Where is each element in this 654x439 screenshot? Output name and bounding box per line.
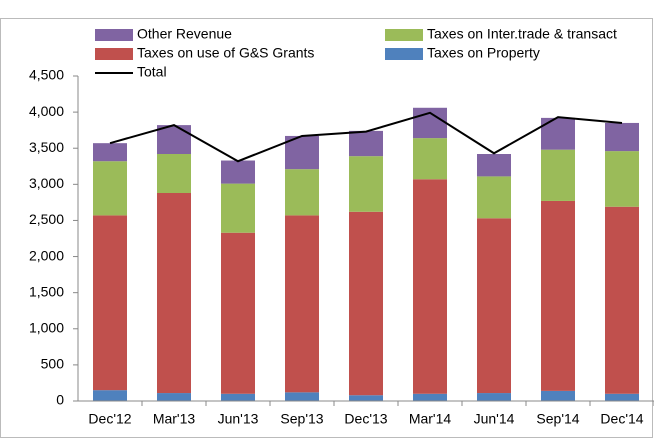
bar <box>413 138 447 180</box>
x-tick-label: Dec'12 <box>88 411 131 427</box>
y-tick-label: 4,500 <box>29 67 64 83</box>
legend-swatch <box>385 29 423 41</box>
bar <box>605 151 639 207</box>
bar <box>605 122 639 152</box>
bar <box>541 200 575 391</box>
legend-label: Total <box>137 64 167 80</box>
bar <box>221 393 255 401</box>
legend-label: Taxes on use of G&S Grants <box>137 45 314 61</box>
y-tick-label: 2,500 <box>29 211 64 227</box>
bar <box>349 156 383 212</box>
legend-swatch <box>95 29 133 41</box>
bar <box>93 143 127 162</box>
bar <box>413 179 447 394</box>
bar <box>477 218 511 394</box>
bar <box>605 206 639 394</box>
legend-swatch <box>95 48 133 60</box>
bar <box>285 215 319 393</box>
y-tick-label: 1,000 <box>29 319 64 335</box>
legend-label: Other Revenue <box>137 26 232 42</box>
bar <box>157 393 191 401</box>
y-tick-label: 3,000 <box>29 175 64 191</box>
legend-swatch <box>385 48 423 60</box>
x-tick-label: Sep'14 <box>536 411 579 427</box>
legend-label: Taxes on Inter.trade & transact <box>427 26 617 42</box>
bar <box>93 390 127 401</box>
bar <box>93 161 127 216</box>
y-tick-label: 4,000 <box>29 103 64 119</box>
bar <box>349 130 383 157</box>
bar <box>157 125 191 154</box>
bar <box>541 117 575 150</box>
legend-label: Taxes on Property <box>427 45 540 61</box>
bar <box>285 392 319 401</box>
bar <box>477 154 511 177</box>
bar <box>349 211 383 396</box>
x-tick-label: Dec'14 <box>600 411 643 427</box>
bar <box>157 193 191 394</box>
bar <box>157 154 191 193</box>
y-tick-label: 3,500 <box>29 139 64 155</box>
bar <box>541 390 575 401</box>
x-tick-label: Mar'14 <box>409 411 452 427</box>
bar <box>541 149 575 201</box>
x-tick-label: Jun'13 <box>218 411 259 427</box>
bar <box>349 395 383 401</box>
total-line <box>109 111 623 163</box>
y-tick-label: 1,500 <box>29 283 64 299</box>
x-tick-label: Jun'14 <box>474 411 515 427</box>
y-tick-label: 0 <box>56 392 64 408</box>
x-tick-label: Mar'13 <box>153 411 196 427</box>
bar <box>477 176 511 219</box>
x-tick-label: Sep'13 <box>280 411 323 427</box>
bar <box>477 393 511 401</box>
y-tick-label: 2,000 <box>29 247 64 263</box>
bar <box>221 232 255 394</box>
bar <box>93 215 127 391</box>
x-tick-label: Dec'13 <box>344 411 387 427</box>
bar <box>285 169 319 216</box>
bar <box>413 393 447 401</box>
y-tick-label: 500 <box>41 356 65 372</box>
bar <box>605 393 639 401</box>
bar <box>221 160 255 184</box>
bar <box>221 183 255 233</box>
